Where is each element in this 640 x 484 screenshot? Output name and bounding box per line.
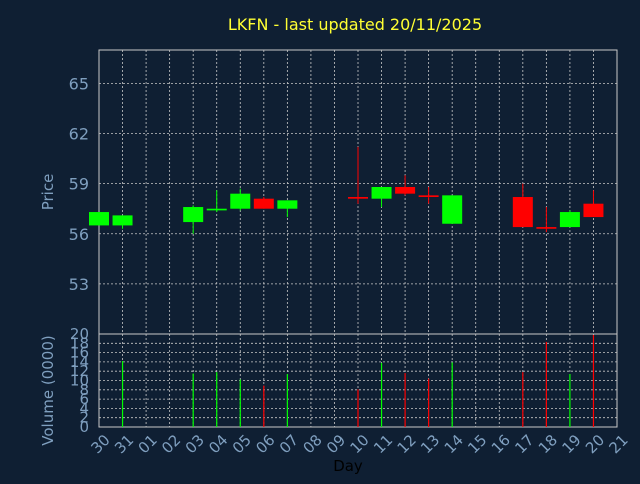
- candle-body: [418, 195, 439, 198]
- price-tick-label: 65: [69, 74, 89, 93]
- grid-layer: [98, 49, 618, 428]
- volume-tick-label: 12: [70, 362, 89, 380]
- volume-tick-label: 4: [79, 399, 89, 417]
- candle-body: [112, 215, 133, 226]
- candle-body: [277, 200, 298, 209]
- candle-body: [583, 203, 604, 218]
- volume-tick-label: 6: [79, 390, 89, 408]
- price-axis-label: Price: [39, 174, 57, 211]
- price-candles: [89, 146, 604, 234]
- candle-body: [348, 197, 368, 199]
- x-tick-label: 11: [370, 431, 396, 457]
- volume-axis-label: Volume (0000): [39, 335, 57, 445]
- candle-body: [442, 195, 463, 224]
- volume-tick-label: 18: [70, 334, 89, 352]
- candle-body: [536, 227, 557, 229]
- price-tick-label: 62: [69, 125, 89, 144]
- x-tick-label: 06: [252, 431, 278, 457]
- candle-body: [371, 186, 392, 199]
- x-tick-label: 08: [299, 431, 325, 457]
- x-tick-label: 16: [488, 431, 514, 457]
- x-tick-label: 15: [464, 431, 490, 457]
- x-tick-label: 03: [182, 431, 208, 457]
- x-tick-label: 04: [205, 431, 231, 457]
- x-tick-label: 31: [111, 431, 137, 457]
- candle-body: [89, 212, 109, 226]
- axis-layer: 5356596265024681012141618203031010203040…: [69, 74, 632, 457]
- volume-tick-label: 8: [79, 381, 89, 399]
- volume-tick-label: 14: [70, 353, 89, 371]
- chart-title: LKFN - last updated 20/11/2025: [228, 15, 482, 34]
- x-tick-label: 18: [535, 431, 561, 457]
- x-tick-label: 13: [417, 431, 443, 457]
- x-tick-label: 19: [558, 431, 584, 457]
- volume-tick-label: 16: [70, 344, 89, 362]
- x-tick-label: 20: [582, 431, 608, 457]
- candle-body: [559, 212, 580, 228]
- candle-body: [395, 186, 416, 194]
- x-tick-label: 09: [323, 431, 349, 457]
- x-tick-label: 21: [606, 431, 632, 457]
- x-tick-label: 12: [394, 431, 420, 457]
- price-tick-label: 56: [69, 225, 89, 244]
- price-tick-label: 59: [69, 175, 89, 194]
- candle-body: [230, 193, 251, 209]
- x-tick-label: 02: [158, 431, 184, 457]
- price-tick-label: 53: [69, 275, 89, 294]
- volume-tick-label: 20: [70, 325, 89, 343]
- volume-tick-label: 0: [79, 418, 89, 436]
- candle-body: [253, 198, 274, 209]
- candle-body: [183, 207, 204, 223]
- x-tick-label: 07: [276, 431, 302, 457]
- x-tick-label: 01: [135, 431, 161, 457]
- x-tick-label: 05: [229, 431, 255, 457]
- candle-body: [206, 208, 227, 211]
- x-tick-label: 14: [441, 431, 467, 457]
- volume-tick-label: 10: [70, 372, 89, 390]
- x-tick-label: 17: [511, 431, 537, 457]
- x-tick-label: 30: [88, 431, 114, 457]
- x-axis-label: Day: [333, 457, 363, 475]
- x-tick-label: 10: [347, 431, 373, 457]
- volume-bars: [121, 334, 595, 427]
- volume-tick-label: 2: [79, 409, 89, 427]
- candle-body: [512, 197, 533, 228]
